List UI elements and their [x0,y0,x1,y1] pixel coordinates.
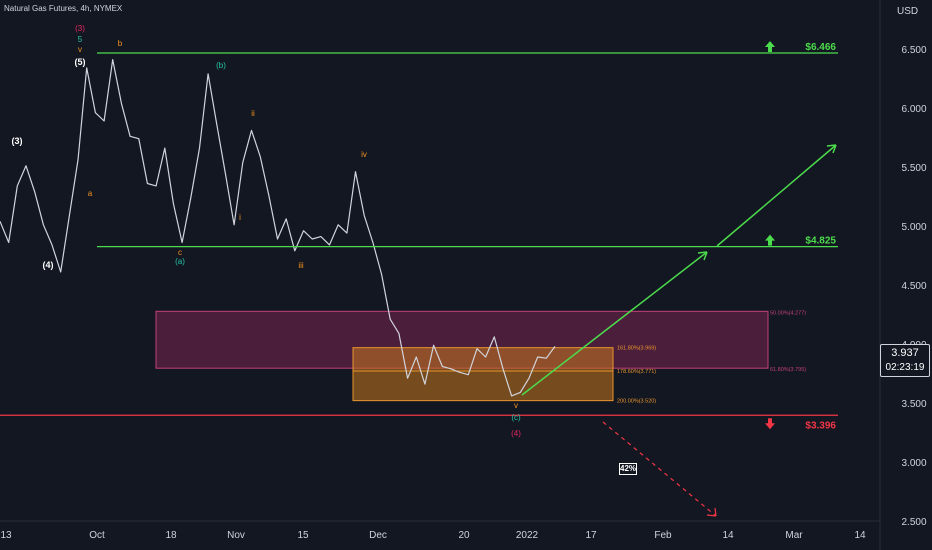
probability-label: 42% [619,463,637,475]
wave-label: (4) [43,260,54,270]
x-tick-label: 13 [0,530,12,541]
target-label: $4.825 [805,236,836,247]
y-tick-label: 4.500 [901,281,926,292]
chart-title: Natural Gas Futures, 4h, NYMEX [4,4,123,13]
arrow-up-icon [765,41,775,53]
fib-extension-label: 178.60%(3.771) [617,369,656,375]
x-tick-label: 20 [458,530,470,541]
price-line [0,58,556,397]
wave-label: (a) [175,257,185,266]
wave-label: b [118,39,123,48]
y-tick-label: 6.500 [901,45,926,56]
wave-label: ii [251,109,255,118]
y-tick-label: 6.000 [901,104,926,115]
arrowhead-icon [706,507,717,517]
arrowhead-icon [697,251,708,261]
target-label-down: $3.396 [805,420,836,431]
bar-countdown: 02:23:19 [885,362,925,373]
x-tick-label: Oct [89,530,105,541]
y-tick-label: 3.000 [901,458,926,469]
projection-arrow-2 [716,144,837,247]
wave-label: (5) [75,57,86,67]
target-label: $6.466 [805,42,836,53]
y-tick-label: 2.500 [901,517,926,528]
y-tick-label: 5.000 [901,222,926,233]
wave-label: 5 [78,35,83,44]
x-tick-label: Mar [785,530,803,541]
projection-arrow-1 [521,251,708,396]
fib-extension-label: 200.00%(3.520) [617,399,656,405]
x-tick-label: Feb [654,530,672,541]
wave-label: a [88,189,93,198]
wave-label: (4) [511,429,521,438]
x-tick-label: 14 [854,530,866,541]
wave-label: (3) [12,136,23,146]
bearish-projection-arrow [602,421,717,517]
wave-label: (b) [216,61,226,70]
arrow-down-icon [765,418,775,430]
current-price-value: 3.937 [891,347,919,359]
y-tick-label: 5.500 [901,163,926,174]
x-tick-label: 14 [722,530,734,541]
wave-label: iii [298,261,304,270]
arrowhead-icon [826,144,837,154]
wave-label: (c) [511,413,521,422]
fib-label-618: 61.80%(3.795) [770,367,806,373]
x-tick-label: Dec [369,530,387,541]
wave-label: v [514,401,518,410]
wave-label: (3) [75,24,85,33]
x-tick-label: 15 [297,530,309,541]
wave-label: v [78,45,82,54]
fib-extension-label: 161.80%(3.969) [617,346,656,352]
wave-label: c [178,248,182,257]
current-price-tag: 3.937 02:23:19 [880,344,930,377]
x-tick-label: Nov [227,530,245,541]
wave-label: i [239,213,241,222]
orange-extension-zone [352,347,614,402]
currency-label: USD [897,6,918,17]
x-tick-label: 18 [165,530,177,541]
x-tick-label: 2022 [516,530,539,541]
arrow-up-icon [765,234,775,246]
fib-label-50: 50.00%(4.277) [770,310,806,316]
y-tick-label: 3.500 [901,399,926,410]
x-tick-label: 17 [585,530,597,541]
wave-label: iv [361,150,367,159]
